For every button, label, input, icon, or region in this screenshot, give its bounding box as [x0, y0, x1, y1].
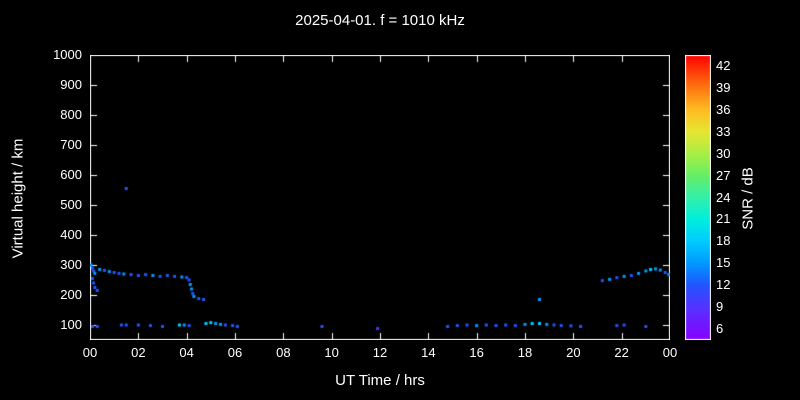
colorbar-label: SNR / dB	[739, 167, 757, 230]
chart-title: 2025-04-01. f = 1010 kHz	[295, 12, 465, 29]
colorbar-tick-label: 6	[716, 321, 724, 337]
y-tick-label: 400	[60, 227, 82, 242]
colorbar-tick-label: 42	[716, 57, 731, 73]
plot-canvas	[90, 55, 670, 340]
y-tick-label: 800	[60, 107, 82, 122]
y-tick-label: 900	[60, 77, 82, 92]
y-tick-label: 700	[60, 137, 82, 152]
x-tick-label: 00	[82, 345, 98, 360]
colorbar-canvas	[685, 55, 711, 340]
x-tick-label: 16	[469, 345, 484, 360]
x-tick-label: 06	[227, 345, 243, 360]
y-tick-label: 300	[60, 257, 82, 272]
colorbar-tick-label: 33	[716, 123, 731, 139]
y-tick-label: 600	[60, 167, 82, 182]
y-tick-label: 200	[60, 287, 82, 302]
colorbar-tick-label: 39	[716, 79, 731, 95]
colorbar-tick-label: 21	[716, 211, 731, 227]
x-axis-label: UT Time / hrs	[335, 372, 425, 389]
x-tick-label: 10	[324, 345, 339, 360]
colorbar-tick-label: 36	[716, 101, 731, 117]
y-tick-label: 100	[60, 317, 82, 332]
colorbar-tick-label: 9	[716, 299, 724, 315]
y-axis-label: Virtual height / km	[9, 138, 27, 259]
colorbar-tick-label: 30	[716, 145, 731, 161]
colorbar-tick-label: 15	[716, 255, 731, 271]
x-tick-label: 00	[662, 345, 678, 360]
colorbar-tick-label: 12	[716, 277, 731, 293]
x-tick-label: 08	[276, 345, 291, 360]
y-tick-label: 1000	[53, 47, 82, 62]
x-tick-label: 04	[179, 345, 194, 360]
x-tick-label: 18	[517, 345, 533, 360]
colorbar-tick-label: 18	[716, 233, 731, 249]
x-tick-label: 22	[614, 345, 629, 360]
y-tick-label: 500	[60, 197, 82, 212]
x-tick-label: 12	[372, 345, 388, 360]
colorbar-tick-label: 24	[716, 189, 731, 205]
colorbar-tick-label: 27	[716, 167, 731, 183]
x-tick-label: 02	[131, 345, 146, 360]
x-tick-label: 20	[566, 345, 581, 360]
x-tick-label: 14	[421, 345, 436, 360]
